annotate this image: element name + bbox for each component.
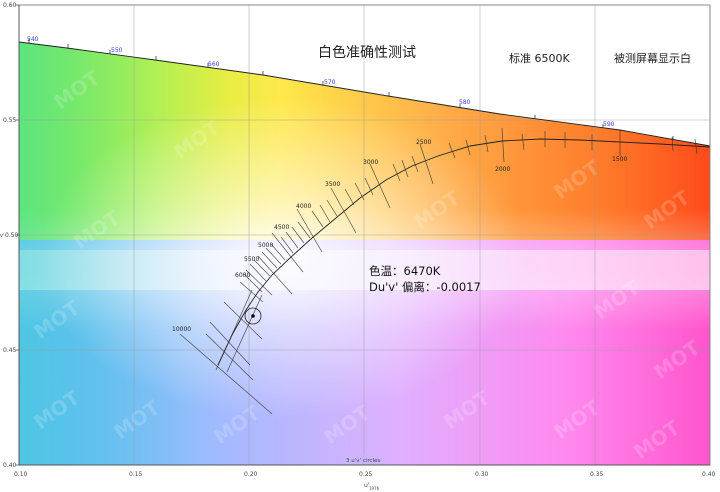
grid-lines [19, 5, 710, 465]
standard-6500k-label: 标准 6500K [509, 51, 570, 65]
wavelength-labels: 540 550 560 570 580 590 [27, 36, 615, 128]
x-tick-0.10: 0.10 [14, 471, 28, 478]
y-tick-0.55: 0.55 [3, 117, 17, 124]
x-tick-0.40: 0.40 [702, 471, 716, 478]
measured-point-dot [251, 314, 255, 318]
cct-label-3500: 3500 [325, 181, 340, 188]
cct-labels: 1500 2000 2500 3000 3500 4000 4500 5000 … [172, 139, 627, 333]
wl-label-550: 550 [111, 47, 123, 54]
y-tick-0.45: 0.45 [3, 347, 17, 354]
chart-title: 白色准确性测试 [318, 44, 416, 61]
measured-point-circle [244, 307, 262, 325]
planckian-locus [179, 127, 710, 415]
measured-white-label: 被测屏幕显示白 [614, 51, 691, 65]
spectral-locus [18, 41, 711, 147]
y-tick-0.50: 0.50 [5, 232, 19, 239]
wl-label-590: 590 [603, 121, 615, 128]
circles-note-bg [343, 455, 383, 464]
y-tick-0.40: 0.40 [3, 462, 17, 469]
wl-label-560: 560 [208, 61, 220, 68]
cct-label-2500: 2500 [416, 139, 431, 146]
cct-label-10000: 10000 [172, 326, 191, 333]
wl-label-540: 540 [27, 36, 39, 43]
cct-label-1500: 1500 [612, 156, 627, 163]
cct-label-5500: 5500 [244, 256, 259, 263]
y-axis-label: v' [0, 233, 4, 239]
cct-label-5000: 5000 [258, 242, 273, 249]
cct-label-6000: 6000 [235, 272, 250, 279]
x-axis-label: u' [364, 482, 370, 489]
cct-result: 色温：6470K [369, 264, 441, 278]
spectral-locus-ticks [28, 39, 674, 140]
y-axis: 0.60 0.55 0.50 0.45 0.40 v' [0, 2, 19, 469]
wl-label-570: 570 [324, 79, 336, 86]
cct-label-4000: 4000 [296, 203, 311, 210]
x-tick-0.30: 0.30 [475, 471, 489, 478]
x-tick-0.20: 0.20 [244, 471, 258, 478]
x-tick-0.25: 0.25 [359, 471, 373, 478]
circles-note: 3 u'v' circles [346, 458, 380, 464]
measured-white-point[interactable] [244, 307, 262, 325]
y-tick-0.60: 0.60 [3, 2, 17, 9]
x-tick-0.35: 0.35 [590, 471, 604, 478]
duv-result: Du'v' 偏离：-0.0017 [369, 280, 481, 294]
x-tick-0.15: 0.15 [129, 471, 143, 478]
cct-label-4500: 4500 [274, 224, 289, 231]
wl-label-580: 580 [459, 99, 471, 106]
x-axis-label-sub: 1976 [369, 486, 380, 491]
cct-label-2000: 2000 [495, 166, 510, 173]
cct-label-3000: 3000 [363, 159, 378, 166]
x-axis: 0.10 0.15 0.20 0.25 0.30 0.35 0.40 u' 19… [14, 471, 716, 491]
